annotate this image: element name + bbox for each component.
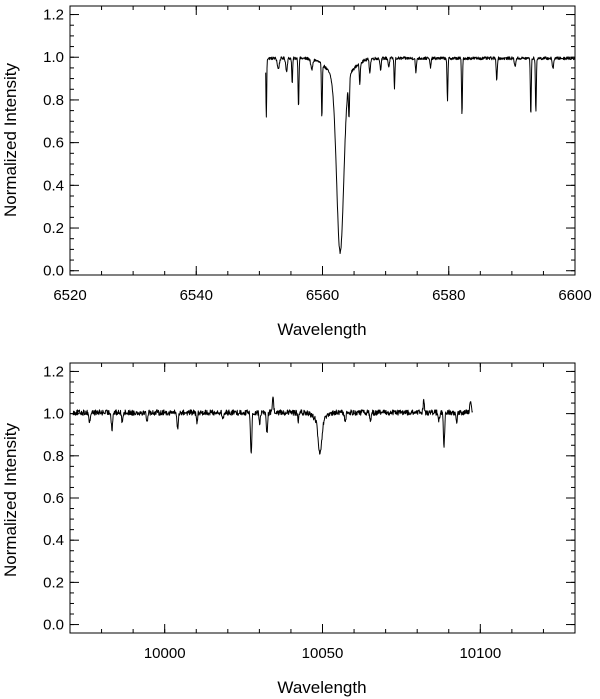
plot-frame — [69, 362, 576, 634]
y-tick-label: 0.6 — [43, 135, 64, 152]
y-tick-label: 1.2 — [43, 363, 64, 380]
plot-frame — [69, 5, 576, 276]
axis-ticks — [69, 363, 576, 633]
y-tick-label: 0.6 — [43, 490, 64, 507]
x-axis-label: Wavelength — [277, 678, 366, 697]
x-tick-labels: 6520 6540 6560 6580 6600 — [53, 287, 591, 304]
y-tick-labels: 0.0 0.2 0.4 0.6 0.8 1.0 1.2 — [43, 7, 64, 280]
y-tick-label: 0.8 — [43, 448, 64, 465]
y-tick-label: 1.0 — [43, 406, 64, 423]
x-tick-label: 10100 — [459, 645, 501, 662]
y-tick-label: 0.4 — [43, 177, 64, 194]
y-tick-label: 0.2 — [43, 220, 64, 237]
y-tick-label: 1.2 — [43, 7, 64, 24]
y-tick-label: 0.2 — [43, 574, 64, 591]
x-tick-label: 6600 — [558, 287, 591, 304]
chart-panel-top: 6520 6540 6560 6580 6600 0.0 0.2 0.4 0.6 0.8 1.0 1… — [1, 5, 592, 339]
y-tick-labels: 0.0 0.2 0.4 0.6 0.8 1.0 1.2 — [43, 363, 64, 633]
y-tick-label: 1.0 — [43, 49, 64, 66]
x-axis-label: Wavelength — [277, 320, 366, 339]
y-tick-label: 0.8 — [43, 92, 64, 109]
axis-ticks — [69, 6, 576, 275]
x-tick-label: 6520 — [53, 287, 86, 304]
y-axis-label: Normalized Intensity — [1, 63, 20, 218]
spectrum-line — [265, 56, 576, 255]
x-tick-label: 6540 — [180, 287, 213, 304]
y-tick-label: 0.4 — [43, 532, 64, 549]
y-axis-label: Normalized Intensity — [1, 423, 20, 578]
y-tick-label: 0.0 — [43, 617, 64, 634]
x-tick-labels: 10000 10050 10100 — [144, 645, 501, 662]
x-tick-label: 10050 — [302, 645, 344, 662]
x-tick-label: 6560 — [306, 287, 339, 304]
x-tick-label: 10000 — [144, 645, 186, 662]
spectrum-line — [72, 396, 473, 455]
y-tick-label: 0.0 — [43, 263, 64, 280]
x-tick-label: 6580 — [432, 287, 465, 304]
chart-panel-bottom: 10000 10050 10100 0.0 0.2 0.4 0.6 0.8 1.0 1.2 Wa… — [1, 362, 576, 697]
